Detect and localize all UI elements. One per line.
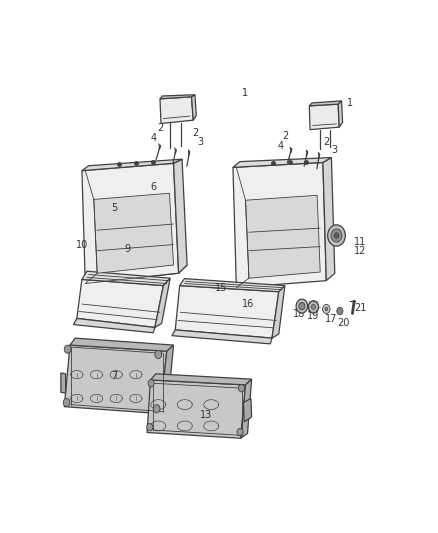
Circle shape: [64, 345, 71, 353]
Polygon shape: [74, 318, 155, 333]
Text: 11: 11: [354, 238, 366, 247]
Text: 1: 1: [242, 88, 248, 98]
Polygon shape: [155, 278, 170, 327]
Polygon shape: [173, 159, 187, 273]
Text: 2: 2: [192, 128, 199, 138]
Text: 3: 3: [198, 137, 204, 147]
Polygon shape: [323, 158, 335, 281]
Polygon shape: [160, 345, 173, 414]
Polygon shape: [147, 380, 246, 438]
Text: 12: 12: [354, 246, 367, 256]
Text: 4: 4: [150, 133, 156, 143]
Polygon shape: [180, 279, 285, 292]
Polygon shape: [77, 279, 163, 327]
Polygon shape: [172, 330, 272, 344]
Circle shape: [237, 429, 243, 436]
Text: 9: 9: [125, 244, 131, 254]
Text: 5: 5: [111, 203, 117, 213]
Circle shape: [334, 232, 339, 238]
Circle shape: [296, 299, 307, 313]
Polygon shape: [246, 195, 320, 278]
Circle shape: [328, 225, 345, 246]
Polygon shape: [272, 286, 285, 338]
Text: 18: 18: [293, 309, 305, 319]
Text: 3: 3: [332, 145, 338, 155]
Circle shape: [337, 308, 343, 314]
Polygon shape: [160, 97, 193, 124]
Text: 2: 2: [157, 123, 163, 133]
Polygon shape: [309, 101, 342, 106]
Polygon shape: [82, 159, 182, 171]
Polygon shape: [233, 158, 332, 167]
Text: 1: 1: [347, 98, 353, 108]
Polygon shape: [244, 399, 251, 422]
Circle shape: [311, 304, 315, 309]
Circle shape: [155, 350, 162, 359]
Text: 13: 13: [200, 410, 212, 420]
Text: 21: 21: [354, 303, 367, 313]
Polygon shape: [64, 345, 167, 414]
Text: 20: 20: [337, 318, 350, 327]
Text: 15: 15: [215, 282, 227, 293]
Text: 2: 2: [283, 131, 289, 141]
Text: 6: 6: [150, 182, 156, 192]
Circle shape: [63, 399, 70, 407]
Text: 10: 10: [76, 239, 88, 249]
Circle shape: [148, 379, 154, 387]
Polygon shape: [338, 101, 343, 127]
Polygon shape: [241, 379, 251, 438]
Text: 4: 4: [277, 141, 283, 151]
Polygon shape: [160, 95, 195, 99]
Polygon shape: [191, 95, 196, 120]
Circle shape: [308, 301, 318, 313]
Polygon shape: [233, 163, 326, 288]
Polygon shape: [94, 193, 173, 273]
Polygon shape: [70, 338, 173, 351]
Polygon shape: [82, 163, 179, 284]
Polygon shape: [175, 286, 279, 338]
Circle shape: [325, 308, 328, 311]
Polygon shape: [309, 104, 339, 130]
Text: 7: 7: [111, 371, 117, 381]
Text: 19: 19: [307, 311, 319, 321]
Text: 2: 2: [323, 137, 329, 147]
Circle shape: [153, 405, 160, 413]
Circle shape: [299, 302, 305, 310]
Text: 17: 17: [325, 314, 338, 324]
Polygon shape: [82, 271, 170, 286]
Polygon shape: [151, 374, 251, 385]
Circle shape: [322, 304, 330, 313]
Circle shape: [331, 229, 342, 242]
Text: 16: 16: [242, 299, 254, 309]
Polygon shape: [61, 373, 66, 393]
Circle shape: [147, 424, 153, 431]
Circle shape: [238, 384, 244, 392]
